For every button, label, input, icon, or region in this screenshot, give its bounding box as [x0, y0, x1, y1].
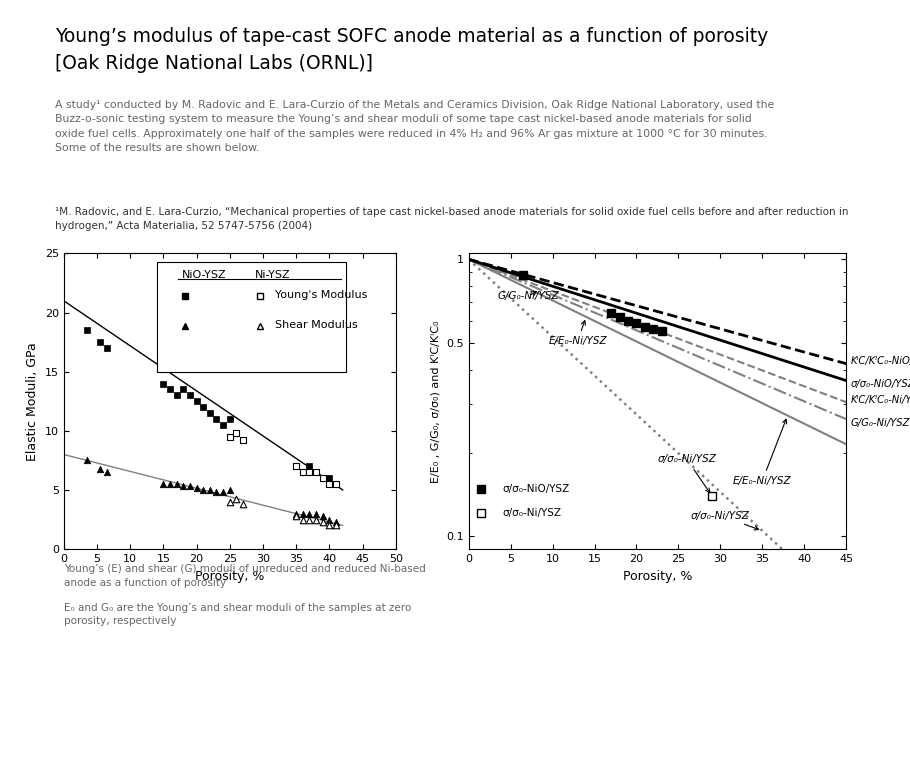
Point — [99, 466, 114, 478]
Point — [176, 383, 190, 396]
Text: KᴵC/KᴵC₀-NiO/YSZ: KᴵC/KᴵC₀-NiO/YSZ — [851, 356, 910, 366]
Point — [157, 478, 171, 490]
Point — [203, 407, 217, 419]
Point — [183, 480, 197, 492]
Point — [80, 455, 95, 467]
Text: Shear Modulus: Shear Modulus — [275, 320, 358, 330]
Point — [308, 514, 323, 526]
Point — [308, 508, 323, 520]
Text: ¹M. Radovic, and E. Lara-Curzio, “Mechanical properties of tape cast nickel-base: ¹M. Radovic, and E. Lara-Curzio, “Mechan… — [55, 207, 848, 231]
Y-axis label: Elastic Moduli, GPa: Elastic Moduli, GPa — [26, 342, 39, 461]
Point — [329, 478, 343, 490]
Point — [296, 514, 310, 526]
Point — [322, 478, 337, 490]
Point — [289, 510, 304, 522]
Point — [322, 519, 337, 531]
Point — [329, 478, 343, 490]
Text: σ/σ₀-Ni/YSZ: σ/σ₀-Ni/YSZ — [691, 511, 759, 530]
Point — [169, 389, 184, 402]
Text: σ/σ₀-Ni/YSZ: σ/σ₀-Ni/YSZ — [502, 508, 561, 518]
Text: [Oak Ridge National Labs (ORNL)]: [Oak Ridge National Labs (ORNL)] — [55, 54, 372, 73]
Text: KᴵC/KᴵC₀-Ni/YSZ: KᴵC/KᴵC₀-Ni/YSZ — [851, 395, 910, 405]
Point — [296, 508, 310, 520]
Text: σ/σ₀-Ni/YSZ: σ/σ₀-Ni/YSZ — [657, 455, 716, 492]
Point — [316, 510, 330, 522]
Text: NiO-YSZ: NiO-YSZ — [182, 270, 227, 280]
X-axis label: Porosity, %: Porosity, % — [622, 570, 693, 583]
Point — [209, 413, 224, 425]
Point — [329, 519, 343, 531]
Text: E/E₀-Ni/YSZ: E/E₀-Ni/YSZ — [549, 321, 607, 346]
Point — [302, 460, 317, 472]
Text: A study¹ conducted by M. Radovic and E. Lara-Curzio of the Metals and Ceramics D: A study¹ conducted by M. Radovic and E. … — [55, 100, 774, 153]
Point — [229, 427, 244, 439]
Point — [229, 493, 244, 505]
Text: G/G₀-Ni/YSZ: G/G₀-Ni/YSZ — [851, 418, 910, 428]
Point — [296, 466, 310, 478]
Point — [216, 419, 230, 431]
Point — [308, 466, 323, 478]
Point — [163, 383, 177, 396]
Text: E/E₀-Ni/YSZ: E/E₀-Ni/YSZ — [733, 419, 792, 485]
Point — [93, 336, 107, 349]
Point — [93, 462, 107, 475]
Point — [289, 460, 304, 472]
Point — [308, 466, 323, 478]
Point — [322, 514, 337, 526]
Bar — [157, 263, 346, 372]
Text: Ni-YSZ: Ni-YSZ — [255, 270, 290, 280]
Text: E₀ and G₀ are the Young’s and shear moduli of the samples at zero
porosity, resp: E₀ and G₀ are the Young’s and shear modu… — [64, 603, 411, 626]
Point — [176, 480, 190, 492]
Text: σ/σ₀-NiO/YSZ: σ/σ₀-NiO/YSZ — [502, 485, 570, 495]
Point — [302, 514, 317, 526]
Point — [183, 389, 197, 402]
Point — [216, 486, 230, 498]
Point — [296, 466, 310, 478]
Point — [163, 478, 177, 490]
Point — [322, 472, 337, 485]
Point — [196, 401, 210, 413]
Text: Young's Modulus: Young's Modulus — [275, 290, 367, 300]
Point — [223, 495, 238, 508]
Point — [203, 484, 217, 496]
Point — [329, 516, 343, 528]
Text: Young’s (E) and shear (G) moduli of unreduced and reduced Ni-based
anode as a fu: Young’s (E) and shear (G) moduli of unre… — [64, 564, 426, 588]
Point — [99, 342, 114, 354]
Point — [302, 508, 317, 520]
Point — [196, 484, 210, 496]
Point — [157, 377, 171, 389]
Point — [316, 472, 330, 485]
Point — [209, 486, 224, 498]
Point — [236, 434, 250, 446]
Point — [80, 324, 95, 336]
Point — [223, 431, 238, 443]
Point — [302, 466, 317, 478]
Point — [316, 472, 330, 485]
Point — [223, 484, 238, 496]
Point — [289, 460, 304, 472]
Point — [189, 396, 204, 408]
Point — [169, 478, 184, 490]
X-axis label: Porosity, %: Porosity, % — [195, 570, 265, 583]
Point — [289, 508, 304, 520]
Point — [223, 413, 238, 425]
Text: G/G₀-Ni/YSZ: G/G₀-Ni/YSZ — [498, 291, 560, 301]
Text: σ/σ₀-NiO/YSZ: σ/σ₀-NiO/YSZ — [851, 379, 910, 389]
Point — [236, 498, 250, 510]
Point — [189, 482, 204, 494]
Y-axis label: E/E₀ , G/G₀, σ/σ₀) and KᴵC/KᴵC₀: E/E₀ , G/G₀, σ/σ₀) and KᴵC/KᴵC₀ — [430, 320, 440, 482]
Point — [316, 516, 330, 528]
Text: Young’s modulus of tape-cast SOFC anode material as a function of porosity: Young’s modulus of tape-cast SOFC anode … — [55, 27, 768, 46]
